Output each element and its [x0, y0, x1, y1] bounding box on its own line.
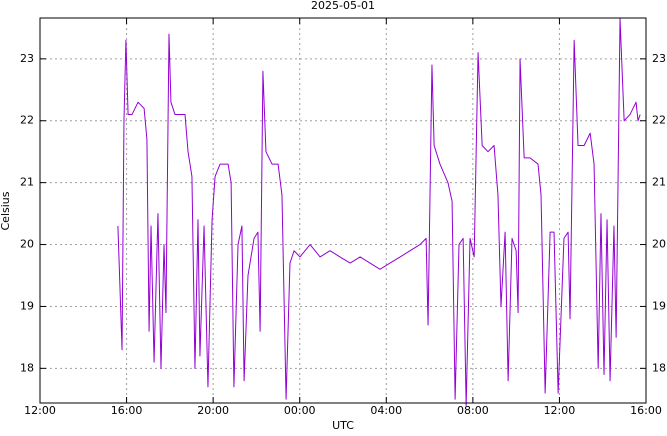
y2-tick-label: 19	[652, 299, 666, 312]
y-tick-label: 22	[20, 114, 34, 127]
y2-tick-label: 20	[652, 238, 666, 251]
x-tick-label: 16:00	[630, 404, 662, 417]
y2-tick-label: 18	[652, 361, 666, 374]
y-axis-label: Celsius	[0, 191, 12, 230]
y2-tick-label: 21	[652, 176, 666, 189]
y2-tick-label: 23	[652, 52, 666, 65]
chart-title: 2025-05-01	[311, 0, 375, 12]
plot-border	[39, 17, 647, 404]
x-tick-label: 04:00	[370, 404, 402, 417]
y-tick-label: 20	[20, 238, 34, 251]
x-axis-label: UTC	[332, 419, 354, 432]
y-tick-label: 21	[20, 176, 34, 189]
y-tick-label: 19	[20, 299, 34, 312]
x-tick-label: 16:00	[111, 404, 143, 417]
y-tick-label: 18	[20, 361, 34, 374]
y2-tick-label: 22	[652, 114, 666, 127]
x-tick-label: 20:00	[197, 404, 229, 417]
x-tick-label: 12:00	[24, 404, 56, 417]
x-tick-label: 12:00	[544, 404, 576, 417]
y-tick-label: 23	[20, 52, 34, 65]
x-tick-label: 00:00	[284, 404, 316, 417]
temperature-line	[117, 18, 641, 406]
x-tick-label: 08:00	[457, 404, 489, 417]
